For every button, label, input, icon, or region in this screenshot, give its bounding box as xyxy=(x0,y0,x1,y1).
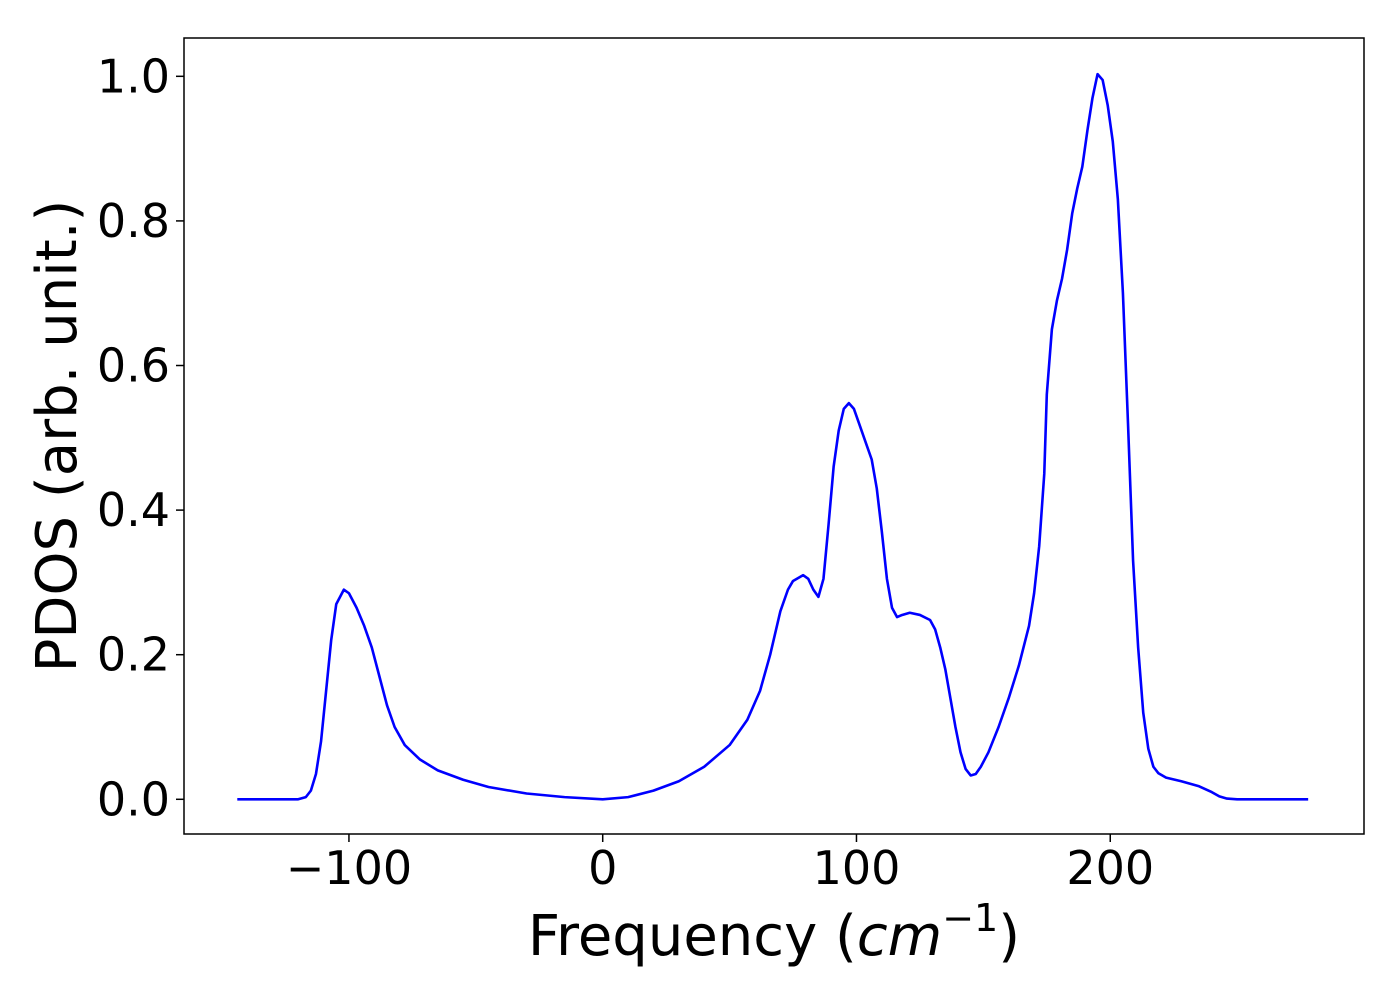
data-line xyxy=(237,72,1309,801)
x-label-unit: cm xyxy=(857,904,942,969)
x-tick-label: 100 xyxy=(813,841,901,895)
x-label-close: ) xyxy=(998,904,1020,969)
y-tick-label: 1.0 xyxy=(97,49,170,103)
x-tick-label: 200 xyxy=(1066,841,1154,895)
y-tick-label: 0.8 xyxy=(97,194,170,248)
x-tick-label: 0 xyxy=(588,841,617,895)
plot-frame xyxy=(183,37,1365,835)
y-tick-label: 0.6 xyxy=(97,339,170,393)
y-tick-label: 0.2 xyxy=(97,628,170,682)
y-tick-label: 0.0 xyxy=(97,772,170,826)
x-label-exponent: −1 xyxy=(942,896,998,940)
y-axis-label: PDOS (arb. unit.) xyxy=(25,200,90,673)
x-axis-label: Frequency (cm−1) xyxy=(528,896,1020,969)
x-label-text: Frequency ( xyxy=(528,904,857,969)
x-tick-label: −100 xyxy=(286,841,412,895)
y-tick-label: 0.4 xyxy=(97,483,170,537)
